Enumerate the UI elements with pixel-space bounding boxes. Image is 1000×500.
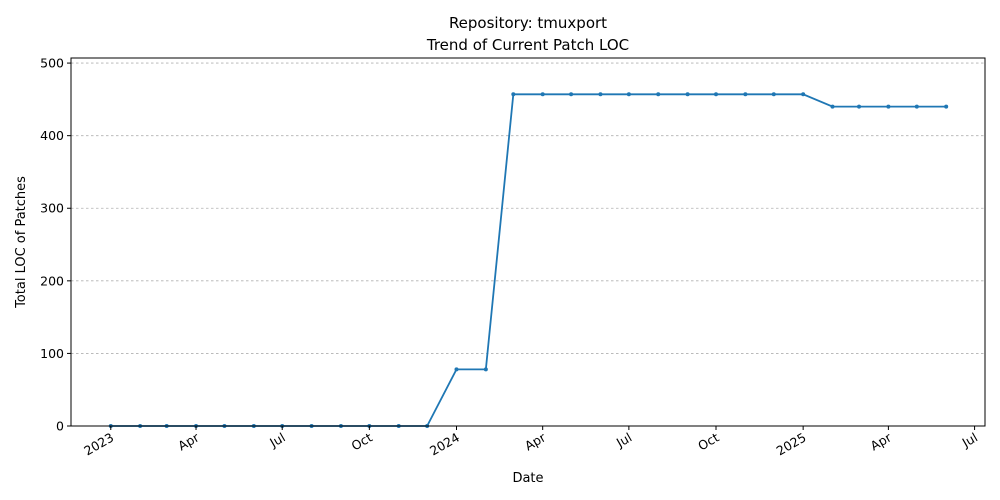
data-point bbox=[801, 92, 806, 97]
x-tick-label: Apr bbox=[522, 429, 549, 453]
series-layer bbox=[108, 92, 949, 428]
data-point bbox=[914, 104, 919, 109]
data-point bbox=[771, 92, 776, 97]
data-point bbox=[656, 92, 661, 97]
x-axis: 2023 Apr Jul Oct 2024 Apr Jul Oct 2025 Apr Jul bbox=[81, 426, 980, 459]
x-tick-label: Jul bbox=[613, 430, 634, 451]
x-tick-label: 2025 bbox=[774, 430, 809, 459]
x-tick-label: Apr bbox=[868, 429, 895, 453]
series-line bbox=[110, 93, 947, 427]
chart-title: Repository: tmuxport bbox=[449, 14, 607, 32]
x-tick-label: Jul bbox=[266, 430, 287, 451]
x-tick-label: Oct bbox=[349, 430, 375, 454]
data-point bbox=[714, 92, 719, 97]
data-point bbox=[944, 104, 949, 109]
y-tick-label: 400 bbox=[40, 128, 64, 143]
y-tick-label: 100 bbox=[40, 346, 64, 361]
data-point bbox=[511, 92, 516, 97]
gridlines bbox=[71, 62, 985, 427]
data-point bbox=[483, 367, 488, 372]
x-tick-label: 2023 bbox=[81, 430, 116, 459]
data-point bbox=[857, 104, 862, 109]
data-point bbox=[540, 92, 545, 97]
y-tick-label: 200 bbox=[40, 273, 64, 288]
y-axis: 0 100 200 300 400 500 bbox=[40, 56, 71, 434]
y-tick-label: 500 bbox=[40, 56, 64, 71]
y-tick-label: 0 bbox=[56, 419, 64, 434]
x-tick-label: 2024 bbox=[427, 430, 462, 459]
x-axis-label: Date bbox=[512, 471, 543, 486]
data-point bbox=[830, 104, 835, 109]
y-tick-label: 300 bbox=[40, 201, 64, 216]
y-axis-label: Total LOC of Patches bbox=[14, 176, 29, 309]
plot-frame bbox=[70, 57, 986, 427]
x-tick-label: Oct bbox=[695, 430, 721, 454]
data-point bbox=[569, 92, 574, 97]
x-tick-label: Apr bbox=[175, 429, 202, 453]
data-point bbox=[454, 367, 459, 372]
data-point bbox=[886, 104, 891, 109]
x-tick-label: Jul bbox=[959, 430, 980, 451]
data-point bbox=[598, 92, 603, 97]
chart-subtitle: Trend of Current Patch LOC bbox=[426, 36, 629, 54]
data-point bbox=[685, 92, 690, 97]
data-point bbox=[626, 92, 631, 97]
data-point bbox=[743, 92, 748, 97]
